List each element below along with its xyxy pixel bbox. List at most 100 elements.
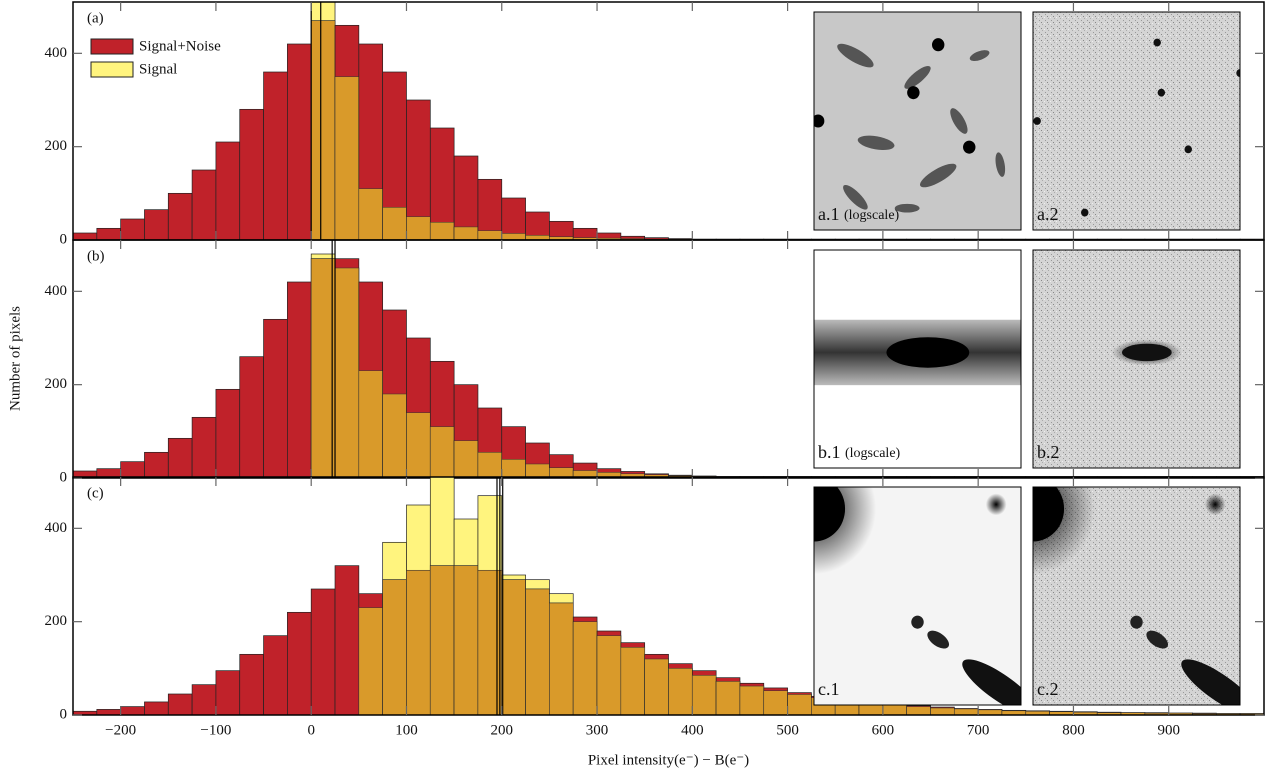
- x-tick-label: 900: [1157, 722, 1180, 738]
- bar-overlap: [453, 440, 479, 478]
- inset-source: [814, 487, 846, 542]
- panel-label: (b): [87, 248, 105, 264]
- inset-label: b.1 (logscale): [818, 442, 901, 462]
- bar-overlap: [382, 393, 407, 478]
- y-tick-label: 400: [45, 283, 68, 299]
- bar-signal-noise: [120, 461, 145, 478]
- bar-overlap: [692, 675, 717, 715]
- inset-source: [950, 108, 968, 134]
- legend-label: Signal: [139, 61, 177, 77]
- bar-signal-noise: [287, 281, 312, 478]
- inset-source: [1146, 630, 1169, 649]
- inset-source: [911, 615, 924, 629]
- bar-overlap: [477, 452, 503, 478]
- inset-source: [1157, 88, 1166, 97]
- inset-source: [995, 152, 1006, 177]
- inset-source: [1181, 659, 1240, 705]
- inset-source: [927, 630, 950, 649]
- bar-overlap: [715, 681, 741, 715]
- inset-source: [963, 140, 976, 154]
- bar-overlap: [358, 607, 383, 715]
- y-tick-label: 200: [45, 613, 68, 629]
- legend-label: Signal+Noise: [139, 38, 221, 54]
- y-tick-label: 0: [60, 231, 68, 247]
- inset-background: [1033, 12, 1240, 230]
- bar-signal-noise: [263, 318, 288, 478]
- x-tick-label: 400: [681, 722, 704, 738]
- inset-label-name: b.2: [1037, 442, 1060, 462]
- bar-signal-noise: [287, 611, 312, 715]
- y-tick-label: 200: [45, 138, 68, 154]
- bar-signal-noise: [167, 693, 193, 715]
- bar-signal-noise: [144, 209, 169, 240]
- bar-signal-noise: [239, 108, 264, 240]
- bar-overlap: [430, 222, 455, 240]
- bar-overlap: [310, 258, 336, 478]
- inset-source: [1122, 343, 1172, 362]
- bar-overlap: [453, 565, 479, 715]
- inset-source: [1033, 487, 1065, 542]
- inset-source: [1236, 69, 1240, 77]
- bar-overlap: [644, 658, 669, 715]
- inset-label: c.2: [1037, 679, 1059, 699]
- inset-label-name: a.1: [818, 204, 844, 224]
- bar-signal-noise: [191, 416, 217, 478]
- bar-overlap: [525, 463, 550, 478]
- bar-overlap: [430, 565, 455, 715]
- inset-image: [1033, 487, 1240, 705]
- x-axis-label: Pixel intensity(e⁻) − B(e⁻): [588, 752, 749, 768]
- legend-swatch: [90, 38, 134, 55]
- bar-overlap: [977, 709, 1003, 715]
- bar-signal-noise: [239, 653, 264, 715]
- y-tick-label: 200: [45, 376, 68, 392]
- inset-label: b.2: [1037, 442, 1060, 462]
- inset-frame: [1032, 486, 1241, 706]
- bar-overlap: [906, 706, 931, 715]
- bar-overlap: [358, 370, 383, 478]
- inset-label-name: c.2: [1037, 679, 1059, 699]
- bar-signal-noise: [96, 227, 121, 240]
- inset-source: [907, 86, 920, 100]
- x-tick-label: 0: [307, 722, 315, 738]
- bar-signal-noise: [144, 701, 169, 715]
- bar-overlap: [334, 76, 360, 240]
- bar-overlap: [620, 647, 645, 715]
- bar-overlap: [453, 226, 479, 240]
- inset-source: [843, 184, 868, 210]
- inset-source: [985, 493, 1007, 516]
- inset-frame: [813, 249, 1022, 469]
- bar-overlap: [334, 267, 360, 478]
- bar-overlap: [787, 694, 812, 715]
- inset-frame: [1032, 11, 1241, 231]
- bar-signal-noise: [334, 565, 360, 715]
- inset-label-name: c.1: [818, 679, 840, 699]
- bar-signal-noise: [73, 232, 98, 240]
- y-tick-label: 0: [60, 706, 68, 722]
- bar-overlap: [406, 570, 431, 715]
- inset-source: [1033, 117, 1041, 125]
- panel: c.1 c.2 0 200 400 −200 −100 0 100 200 300 400 500 600…: [45, 476, 1265, 768]
- bar-signal-noise: [191, 169, 217, 240]
- inset-source: [1130, 615, 1143, 629]
- inset-image: [1033, 12, 1240, 230]
- bar-signal-noise: [191, 684, 217, 715]
- axes-frame: [72, 239, 1265, 479]
- bar-overlap: [501, 233, 526, 240]
- y-tick-label: 400: [45, 520, 68, 536]
- inset-label-name: a.2: [1037, 204, 1059, 224]
- x-tick-label: 500: [776, 722, 799, 738]
- bar-overlap: [310, 20, 336, 240]
- inset: a.1 (logscale): [813, 11, 1022, 231]
- inset-source: [904, 65, 931, 89]
- inset: c.1: [813, 486, 1022, 706]
- x-tick-label: 200: [491, 722, 514, 738]
- inset-source: [1184, 145, 1192, 154]
- inset-image: [1033, 250, 1240, 468]
- inset-source: [1081, 208, 1089, 217]
- bar-signal-noise: [239, 356, 264, 478]
- y-tick-label: 400: [45, 45, 68, 61]
- bar-signal-noise: [167, 192, 193, 240]
- inset-frame: [813, 11, 1022, 231]
- y-tick-label: 0: [60, 469, 68, 485]
- inset: a.2: [1032, 11, 1241, 231]
